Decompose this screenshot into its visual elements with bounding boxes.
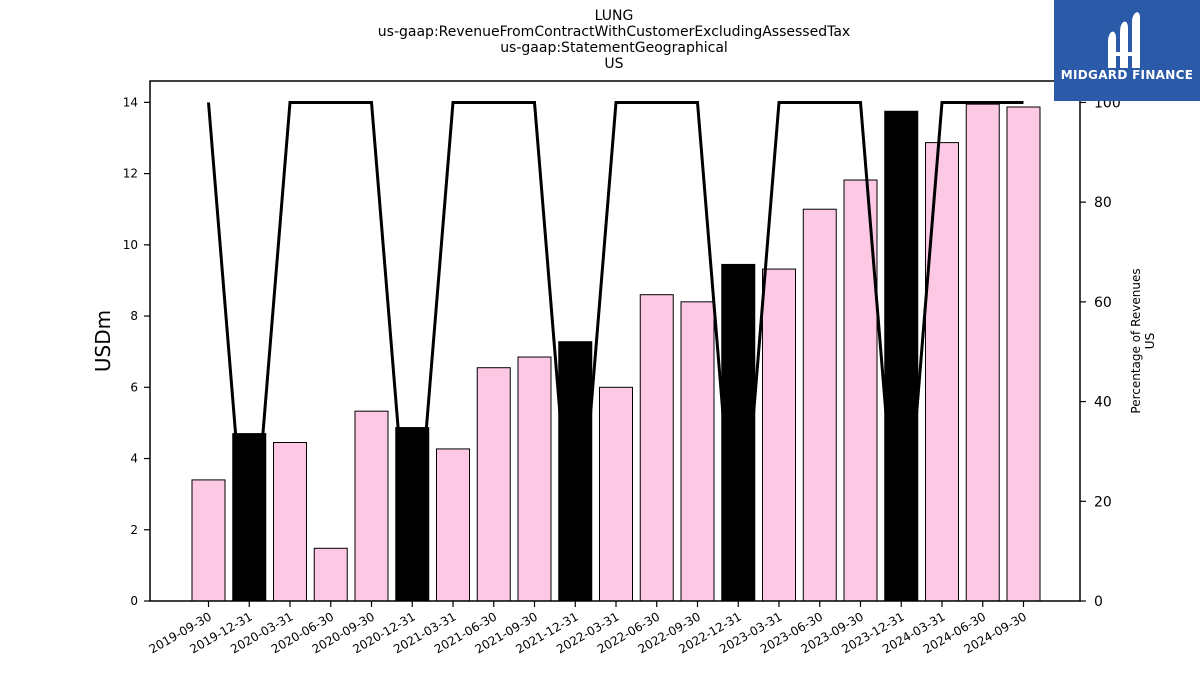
title-line-metric: us-gaap:RevenueFromContractWithCustomerE… [378, 24, 850, 40]
y-tick-label: 0 [130, 594, 138, 608]
bar-2021-06-30 [476, 367, 511, 602]
y2-tick-label: 80 [1094, 195, 1112, 211]
y-tick-label: 14 [123, 95, 138, 109]
y2-axis-label-line2: US [1143, 333, 1157, 349]
percentage-line-series [207, 100, 1024, 602]
chart-title: LUNG us-gaap:RevenueFromContractWithCust… [378, 8, 850, 72]
y-tick-label: 8 [130, 309, 138, 323]
title-line-company: LUNG [595, 8, 634, 24]
y2-axis-label: Percentage of Revenues US [1129, 268, 1157, 413]
title-line-member: US [604, 56, 623, 72]
x-axis: 2019-09-302019-12-312020-03-312020-06-30… [147, 601, 1029, 656]
y-tick-label: 12 [123, 167, 138, 181]
y2-tick-label: 60 [1094, 295, 1112, 311]
bar-2020-06-30 [313, 547, 348, 602]
bar-2020-03-31 [273, 442, 307, 602]
y-tick-label: 4 [130, 452, 138, 466]
bar-2021-03-31 [436, 448, 470, 602]
bar-2023-06-30 [802, 208, 837, 602]
bar-2022-06-30 [639, 294, 674, 602]
y2-axis-label-line1: Percentage of Revenues [1129, 268, 1143, 413]
bar-2022-03-31 [599, 386, 633, 602]
y-tick-label: 6 [130, 380, 138, 394]
bar-2024-06-30 [965, 103, 1000, 602]
bar-series [191, 103, 1041, 602]
y-tick-label: 2 [130, 523, 138, 537]
y-tick-label: 10 [123, 238, 138, 252]
left-y-axis: 0 2 4 6 8 10 12 14 [123, 95, 150, 608]
percentage-line [207, 100, 1024, 602]
title-line-dimension: us-gaap:StatementGeographical [500, 40, 728, 56]
bar-2019-09-30 [191, 479, 226, 602]
y2-tick-label: 0 [1094, 594, 1103, 610]
midgard-logo-icon [1108, 12, 1140, 68]
logo-text: MIDGARD FINANCE [1060, 68, 1194, 82]
bar-2023-12-31 [884, 110, 919, 602]
y-axis-label: USDm [91, 310, 115, 372]
bar-2022-12-31 [721, 263, 756, 602]
bar-2023-03-31 [762, 268, 796, 602]
bar-2020-09-30 [354, 410, 389, 602]
y2-tick-label: 40 [1094, 395, 1112, 411]
bar-2022-09-30 [680, 301, 715, 602]
bar-2024-03-31 [925, 142, 959, 602]
bar-2021-09-30 [517, 356, 552, 602]
bar-2024-09-30 [1006, 106, 1041, 602]
plot-frame [149, 80, 1081, 602]
midgard-finance-logo: MIDGARD FINANCE [1054, 0, 1200, 101]
y2-tick-label: 20 [1094, 494, 1112, 510]
